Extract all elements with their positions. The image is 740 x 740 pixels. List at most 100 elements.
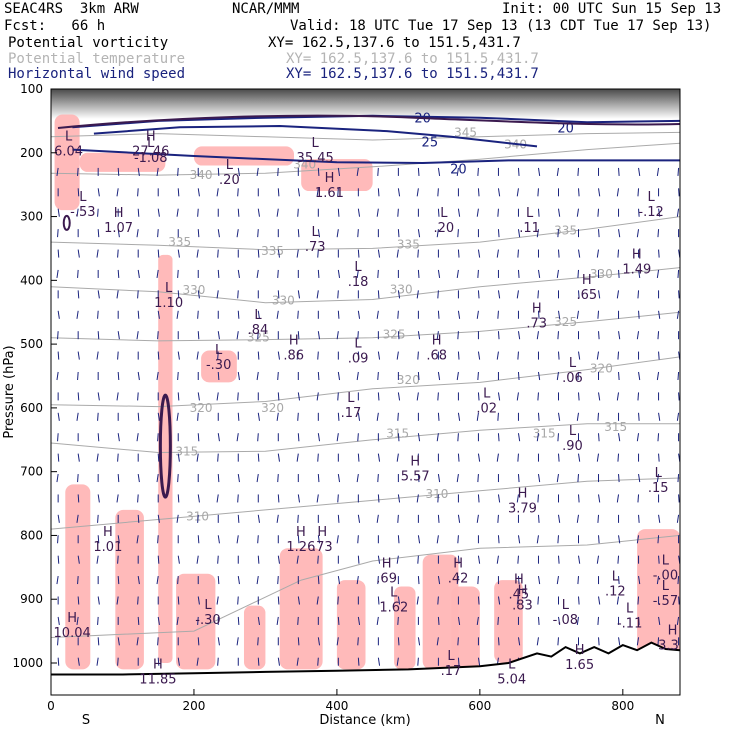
wind-vector: [256, 167, 259, 176]
wind-vector: [477, 576, 479, 585]
wind-vector: [597, 412, 600, 421]
wind-vector: [516, 188, 519, 197]
wind-vector: [536, 535, 539, 544]
wind-vector: [237, 290, 239, 299]
pv-extremum-value: .65: [576, 288, 597, 303]
wind-vector: [557, 412, 561, 421]
y-tick-label: 100: [20, 82, 43, 96]
wind-vector: [76, 208, 79, 217]
wind-vector: [237, 188, 239, 197]
wind-vector: [137, 167, 140, 176]
wind-vector: [638, 616, 640, 625]
wind-vector: [477, 657, 481, 666]
wind-vector: [457, 535, 459, 544]
wind-vector: [157, 535, 159, 544]
wind-vector: [676, 412, 680, 421]
wind-vector: [197, 494, 200, 503]
wind-vector: [578, 494, 580, 503]
wind-vector: [517, 433, 521, 442]
wind-vector: [297, 596, 301, 605]
wind-vector: [97, 637, 100, 646]
wind-vector: [537, 290, 539, 299]
wind-vector: [56, 576, 59, 585]
wind-vector: [317, 371, 320, 381]
wind-vector: [417, 269, 420, 278]
pv-extremum-value: .42: [448, 572, 469, 587]
wind-vector: [377, 371, 379, 381]
field-name-wind: Horizontal wind speed: [8, 66, 186, 82]
wind-vector: [337, 473, 341, 483]
wind-vector: [637, 392, 640, 401]
pv-extremum-marker: H: [382, 557, 392, 572]
wind-vector: [376, 310, 379, 319]
wind-vector: [196, 351, 199, 360]
wind-vector: [217, 269, 220, 278]
wind-vector: [477, 596, 480, 605]
wind-vector: [456, 473, 459, 483]
wind-vector: [638, 269, 641, 279]
pv-extremum-value: .20: [433, 221, 454, 236]
pv-fill-region: [158, 254, 173, 664]
wind-vector: [656, 371, 660, 381]
wind-vector: [77, 392, 80, 401]
wind-vector: [136, 229, 139, 238]
wind-vector: [237, 371, 240, 381]
wind-vector: [397, 637, 400, 646]
x-tick-label: 0: [47, 699, 55, 713]
wind-vector: [678, 290, 680, 299]
wind-vector: [517, 371, 520, 381]
wind-vector: [636, 433, 640, 442]
theta-contour-label: 340: [190, 168, 213, 182]
wind-vector: [457, 351, 460, 360]
wind-vector: [177, 392, 180, 401]
wind-vector: [156, 576, 159, 585]
wind-vector: [317, 474, 320, 483]
wind-contour-label: 20: [414, 112, 431, 127]
wind-vector: [597, 616, 600, 625]
pv-extremum-value: 1.61: [315, 186, 344, 201]
wind-vector: [77, 351, 80, 360]
theta-contour-label: 330: [390, 282, 413, 296]
wind-vector: [618, 167, 620, 176]
pv-extremum-marker: L: [354, 260, 362, 275]
wind-vector: [177, 290, 180, 299]
wind-vector: [637, 494, 640, 503]
wind-vector: [457, 249, 460, 258]
wind-vector: [77, 290, 80, 299]
wind-vector: [297, 412, 299, 421]
wind-vector: [117, 249, 119, 258]
pv-fill-region: [394, 586, 416, 670]
wind-vector: [678, 494, 680, 503]
wind-vector: [497, 392, 501, 401]
wind-vector: [317, 249, 319, 258]
wind-vector: [617, 351, 620, 360]
wind-vector: [137, 494, 139, 503]
wind-vector: [177, 371, 179, 381]
pv-fill-region: [201, 350, 237, 383]
wind-vector: [137, 310, 140, 319]
theta-contour-label: 330: [590, 267, 613, 281]
wind-vector: [676, 310, 680, 319]
wind-vector: [516, 392, 519, 401]
theta-contour-label: 320: [590, 361, 613, 375]
pv-extremum-marker: H: [296, 525, 306, 540]
wind-vector: [97, 310, 99, 319]
wind-vector: [317, 351, 319, 360]
wind-vector: [277, 351, 280, 360]
wind-vector: [117, 331, 120, 340]
theta-contour-label: 325: [383, 328, 406, 342]
wind-vector: [678, 188, 680, 197]
wind-vector: [556, 576, 559, 585]
theta-contour-line: [51, 423, 680, 454]
pv-fill-region: [176, 573, 216, 670]
wind-vector: [357, 351, 360, 360]
wind-vector: [277, 167, 279, 176]
wind-vector: [137, 392, 139, 401]
wind-vector: [416, 188, 419, 197]
wind-vector: [156, 473, 159, 483]
wind-vector: [578, 555, 581, 564]
wind-vector: [116, 392, 119, 401]
wind-vector: [618, 269, 620, 278]
wind-vector: [676, 514, 680, 523]
